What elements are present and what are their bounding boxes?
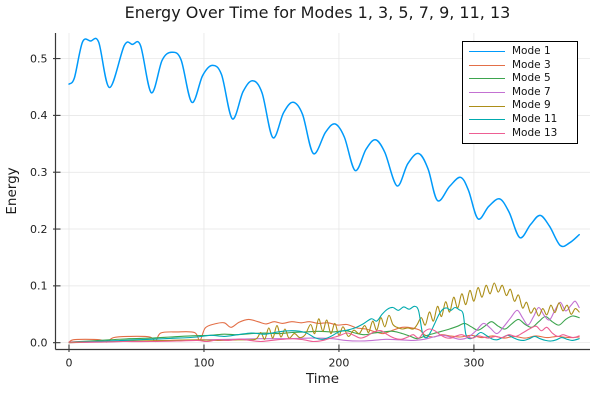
x-tick-label: 100 [193, 357, 214, 370]
y-tick-label: 0.1 [30, 280, 48, 293]
legend-label: Mode 9 [512, 99, 551, 112]
legend-item-mode-1: Mode 1 [469, 45, 573, 59]
legend-item-mode-13: Mode 13 [469, 127, 573, 141]
y-tick-label: 0.0 [30, 336, 48, 349]
legend-line-swatch [469, 64, 505, 66]
legend-label: Mode 3 [512, 58, 551, 71]
legend-line-swatch [469, 132, 505, 134]
legend-item-mode-7: Mode 7 [469, 86, 573, 100]
legend-label: Mode 11 [512, 112, 558, 125]
y-axis-label: Energy [4, 167, 20, 215]
legend-label: Mode 1 [512, 45, 551, 57]
chart-title: Energy Over Time for Modes 1, 3, 5, 7, 9… [124, 3, 511, 22]
x-tick-label: 200 [328, 357, 349, 370]
legend-label: Mode 5 [512, 72, 551, 85]
legend-line-swatch [469, 105, 505, 107]
legend-item-mode-9: Mode 9 [469, 99, 573, 113]
series-line-mode-11 [68, 305, 580, 343]
legend-line-swatch [469, 51, 505, 53]
series-line-mode-5 [68, 315, 580, 343]
x-tick-label: 0 [65, 357, 72, 370]
series-line-mode-9 [68, 282, 580, 344]
legend-line-swatch [469, 92, 505, 94]
y-tick-label: 0.2 [30, 223, 48, 236]
legend-label: Mode 13 [512, 126, 558, 139]
x-tick-label: 300 [463, 357, 484, 370]
y-tick-label: 0.3 [30, 166, 48, 179]
legend-item-mode-11: Mode 11 [469, 113, 573, 127]
x-axis-label: Time [305, 371, 340, 387]
series-line-mode-13 [68, 325, 580, 343]
legend-line-swatch [469, 119, 505, 121]
legend-line-swatch [469, 78, 505, 80]
legend-label: Mode 7 [512, 85, 551, 98]
legend-box: Mode 1 Mode 3 Mode 5 Mode 7 Mode 9 Mode 11 Mod… [462, 41, 578, 145]
legend-item-mode-3: Mode 3 [469, 59, 573, 73]
legend-item-mode-5: Mode 5 [469, 72, 573, 86]
y-tick-label: 0.5 [30, 52, 48, 65]
y-tick-label: 0.4 [30, 109, 48, 122]
series-line-mode-3 [68, 318, 580, 343]
series-line-mode-1 [68, 37, 580, 248]
